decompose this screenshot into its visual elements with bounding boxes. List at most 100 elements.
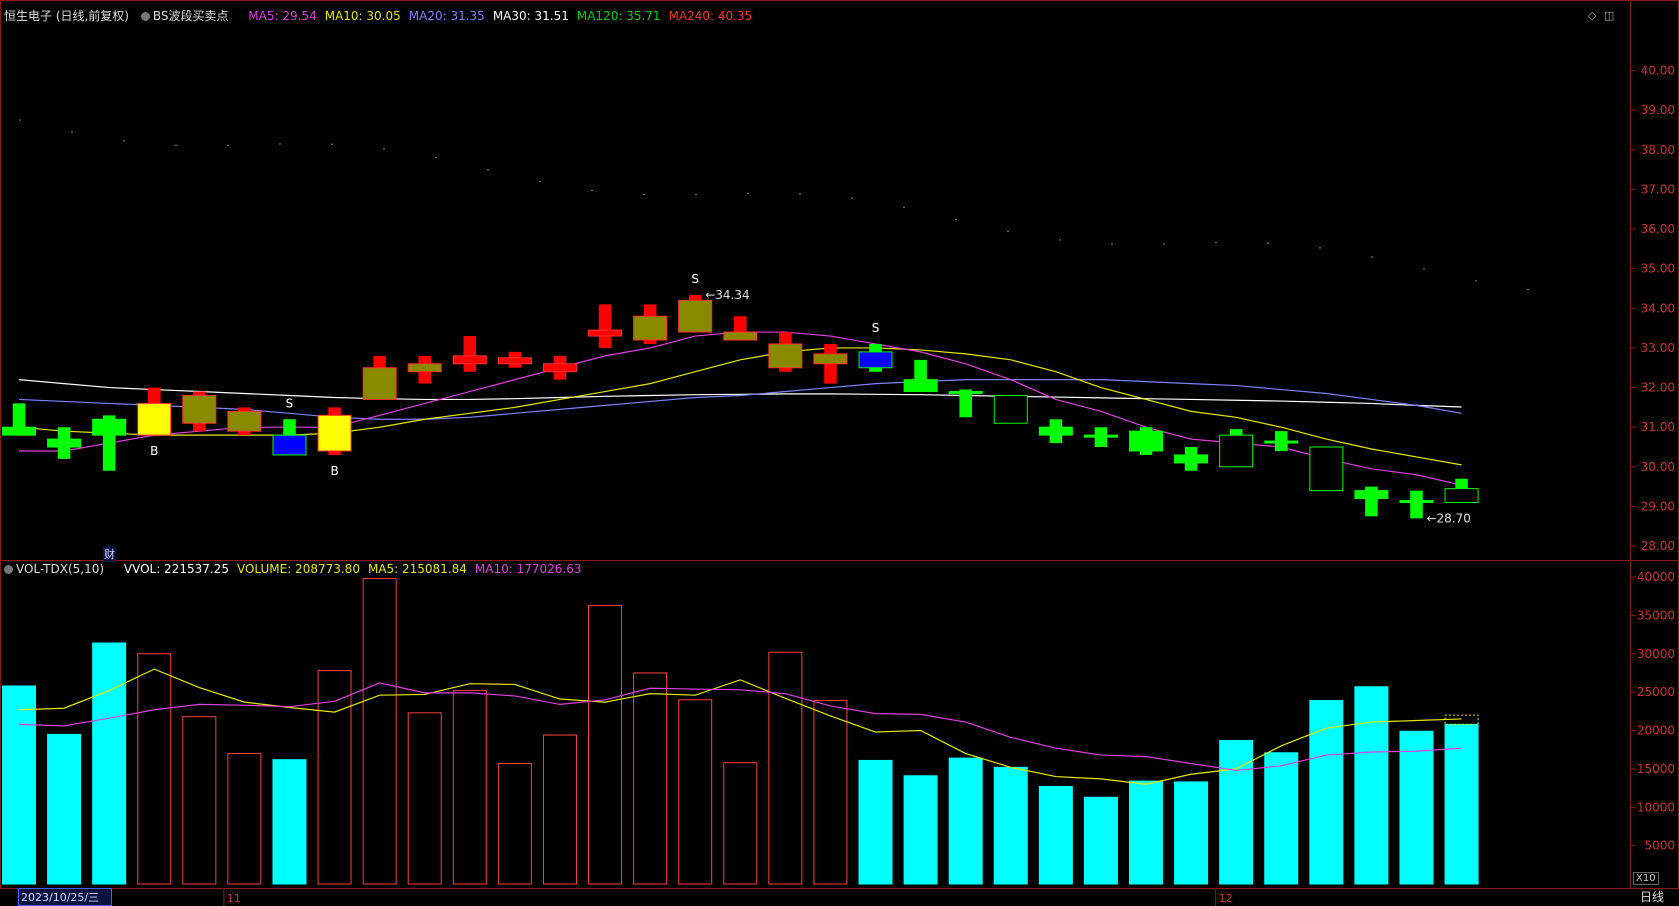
vol-legend-item-2: MA5: 215081.84 [367,562,467,576]
price-extreme-label: ←28.70 [1426,511,1470,525]
volume-bar [993,766,1028,885]
bg-dot [1371,256,1373,258]
bg-dot [695,193,697,196]
volume-bar [858,759,893,885]
date-axis: 11 12 [223,889,1233,906]
vol-tick-label: 35000 [1637,608,1675,622]
fin-marker[interactable]: 财 [103,546,116,562]
candle-body [362,367,397,400]
volume-bar [1444,723,1479,885]
stock-title: 恒生电子 (日线,前复权) [4,9,129,23]
price-tick-label: 30.00 [1641,460,1675,474]
ma20-line [18,379,1462,420]
candle-body [92,418,127,436]
volume-bar [2,685,36,885]
volume-bar [1174,781,1209,885]
candle-body [542,363,577,373]
candle-body [1174,454,1209,464]
price-tick-label: 38.00 [1641,143,1675,157]
ma-legend-item-1: MA10: 30.05 [324,9,401,23]
volume-bar [272,759,307,885]
candles [2,294,1479,519]
ma-legend-item-4: MA120: 35.71 [576,9,661,23]
volume-bar [903,775,938,885]
candle-body [227,410,262,432]
candle-body [497,357,532,365]
volume-bar [452,690,487,885]
bg-dot [1059,239,1061,241]
candle-body [858,351,893,369]
bg-dot [19,119,21,121]
volume-bar [1354,686,1389,885]
vol-legend-item-3: MA10: 177026.63 [474,562,582,576]
bg-dot [1163,243,1165,245]
price-tick-label: 34.00 [1641,301,1675,315]
vol-ma5-line [18,668,1462,785]
volume-bar [407,712,442,885]
price-tick-label: 40.00 [1641,63,1675,77]
price-tick-label: 36.00 [1641,222,1675,236]
volume-bar [1083,796,1118,885]
candle-body [813,353,848,365]
candle-body [1264,440,1299,444]
vol-unit: X10 [1633,872,1659,885]
candle-body [633,315,668,341]
bg-dot [1111,243,1113,245]
volume-bar [542,734,577,885]
bs-marker: B [150,444,158,458]
bg-dot [591,189,593,192]
volume-bar [497,763,532,885]
month-label: 12 [1219,892,1233,905]
volume-bars [2,578,1479,885]
bg-dot [955,218,957,221]
ma-legend-item-5: MA240: 40.35 [668,9,753,23]
price-tick-label: 35.00 [1641,262,1675,276]
volume-bar [1038,786,1073,885]
bs-markers: B S B S S ←34.34 ←28.70 [150,272,1471,526]
candle-body [1038,426,1073,436]
window-icons: ◇ ◫ [1588,9,1614,22]
bg-dot [123,140,125,142]
vol-tick-label: 30000 [1637,647,1675,661]
bg-dot [903,206,905,209]
bg-dot [1007,230,1009,232]
ma30-line [18,379,1462,408]
vol-ma10-line [18,682,1462,772]
bs-marker: B [330,464,338,478]
candle-body [1219,434,1254,468]
price-tick-label: 39.00 [1641,103,1675,117]
indicator-name[interactable]: BS波段买卖点 [140,9,237,23]
bg-dot [1267,242,1269,244]
volume-bar [227,753,262,885]
period-tab[interactable]: 日线 [1640,890,1665,904]
ma-legend-item-3: MA30: 31.51 [492,9,569,23]
price-tick-label: 28.00 [1641,539,1675,553]
indicator-dot-icon [140,12,150,21]
bg-dot [175,144,177,146]
bg-dot [643,193,645,196]
volume-axis: 40000 35000 30000 25000 20000 15000 10000 5000 [1630,570,1675,853]
price-legend: 恒生电子 (日线,前复权) BS波段买卖点 MA5: 29.54 MA10: 30… [4,7,768,24]
candle-body [407,363,442,373]
ma-legend: MA5: 29.54 MA10: 30.05 MA20: 31.35 MA30: 31… [248,9,760,23]
volume-bar [1219,739,1254,885]
ma10-line [18,347,1462,466]
volume-bar [1399,730,1434,885]
panel-icon[interactable]: ◫ [1603,9,1615,22]
diamond-icon[interactable]: ◇ [1588,9,1597,22]
volume-bar [1309,700,1344,885]
volume-ma-lines [18,668,1462,785]
bg-dot [435,156,437,159]
ma-legend-item-0: MA5: 29.54 [248,9,317,23]
volume-bar [633,672,668,885]
candle-body [678,299,713,333]
candle-body [2,426,36,436]
month-label: 11 [227,892,241,905]
indicator-dot-icon[interactable]: VOL-TDX(5,10) [4,562,112,576]
bg-dot [747,192,749,195]
bg-dot [227,144,229,147]
ma-legend-item-2: MA20: 31.35 [408,9,485,23]
bg-dot [1527,288,1529,291]
candle-body [903,379,938,393]
